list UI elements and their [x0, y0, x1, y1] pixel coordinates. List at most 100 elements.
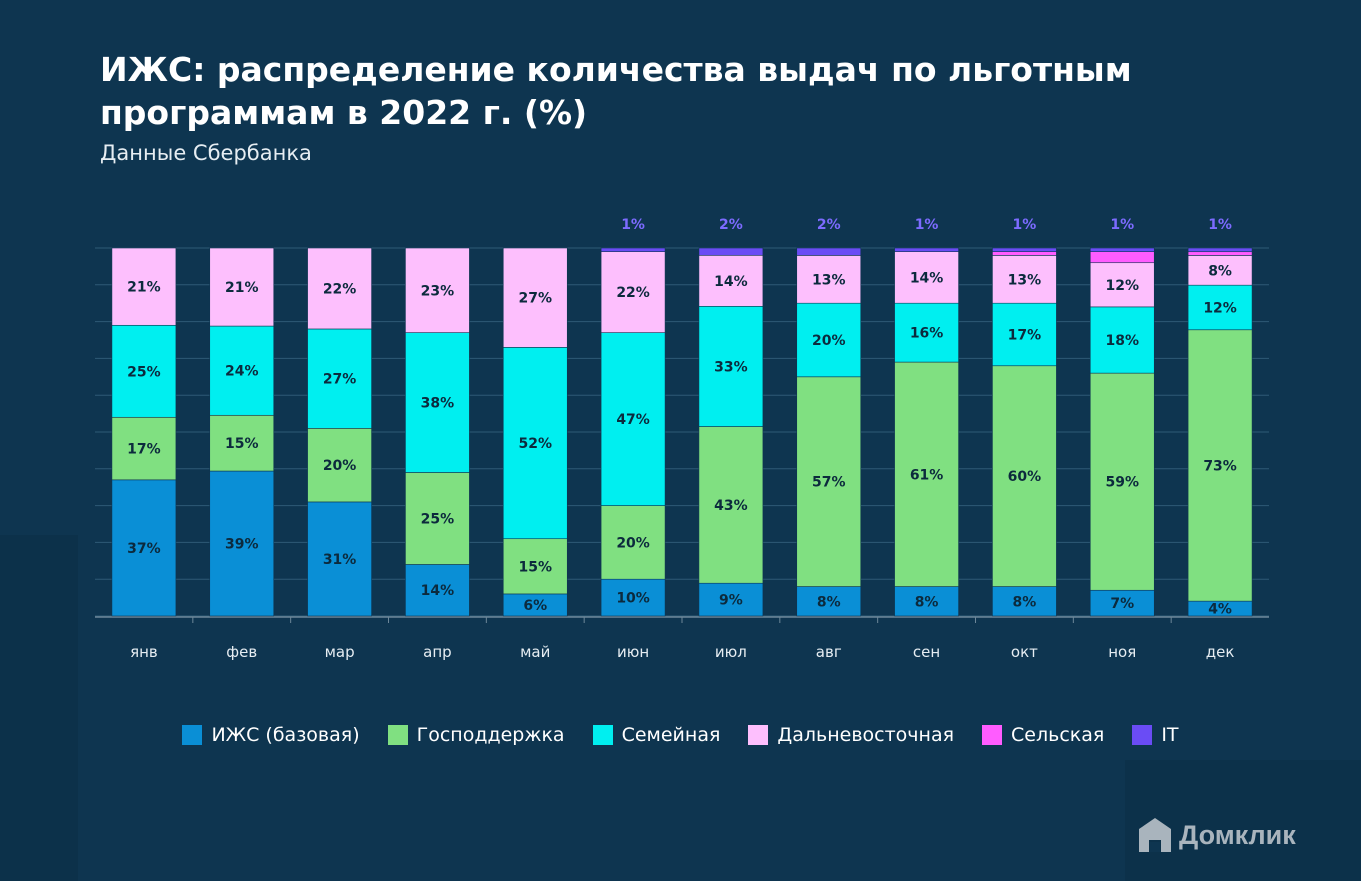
bar-segment-dv — [1187, 255, 1253, 286]
data-label: 15% — [225, 436, 259, 452]
bar-segment-sem — [307, 328, 372, 429]
data-label: 23% — [421, 283, 455, 299]
bar-segment-it — [600, 247, 666, 252]
top-label: 1% — [621, 217, 645, 233]
data-label: 25% — [127, 364, 161, 380]
data-label: 52% — [518, 436, 552, 452]
legend-item-it: IT — [1132, 724, 1179, 746]
data-label: 8% — [1013, 594, 1037, 610]
bar-segment-izhs — [1089, 589, 1155, 617]
x-tick-label: май — [520, 643, 550, 661]
data-label: 27% — [323, 372, 357, 388]
top-label: 1% — [1013, 217, 1037, 233]
bar-segment-izhs — [894, 586, 959, 617]
background-shape — [1125, 760, 1361, 881]
data-label: 14% — [714, 274, 748, 290]
bar-segment-gos — [307, 428, 372, 503]
legend-item-dv: Дальневосточная — [748, 724, 954, 746]
logo-text: Домклик — [1179, 819, 1296, 850]
data-label: 31% — [323, 552, 357, 568]
bar-segment-gos — [502, 538, 568, 595]
legend-swatch-sel — [982, 725, 1003, 745]
stacked-bar-chart: 37% 17% 25% 21% янв 39% 15% 24% 21% фев 31% 20% 27% 2… — [95, 217, 1269, 661]
data-label: 17% — [1008, 327, 1042, 343]
top-label: 1% — [1110, 217, 1134, 233]
bar-segment-dv — [894, 251, 959, 304]
x-tick-label: апр — [423, 643, 452, 661]
bar-segment-izhs — [405, 564, 470, 617]
legend-label: ИЖС (базовая) — [211, 724, 360, 746]
legend-label: Сельская — [1011, 724, 1105, 746]
bar-segment-sem — [209, 325, 275, 416]
data-label: 20% — [323, 458, 357, 474]
bar-segment-gos — [209, 414, 275, 472]
data-label: 14% — [421, 583, 455, 599]
bar-segment-izhs — [307, 501, 372, 617]
bar-segment-izhs — [111, 479, 177, 617]
data-label: 61% — [910, 467, 944, 483]
bar-segment-sem — [111, 324, 177, 418]
bar-segment-sem — [600, 332, 666, 506]
bar-segment-dv — [600, 251, 666, 333]
bar-segment-sem — [894, 302, 959, 363]
data-label: 20% — [812, 333, 846, 349]
data-label: 21% — [127, 280, 161, 296]
data-label: 10% — [616, 591, 650, 607]
bar-segment-gos — [698, 426, 764, 584]
data-label: 59% — [1105, 475, 1139, 491]
data-label: 9% — [719, 593, 743, 609]
legend-item-gos: Господдержка — [387, 724, 565, 746]
data-label: 27% — [518, 291, 552, 307]
x-tick-label: мар — [325, 643, 355, 661]
data-label: 21% — [225, 280, 259, 296]
bar-segment-izhs — [992, 586, 1057, 617]
bar-segment-izhs — [796, 586, 862, 617]
legend-label: Дальневосточная — [777, 724, 955, 746]
data-label: 22% — [616, 285, 650, 301]
bar-segment-gos — [796, 376, 862, 587]
bar-segment-dv — [405, 247, 470, 333]
x-tick-label: июн — [617, 643, 649, 661]
data-label: 7% — [1110, 596, 1134, 612]
bar-segment-sel — [992, 251, 1057, 256]
bar-segment-izhs — [600, 578, 666, 617]
data-label: 12% — [1105, 278, 1139, 294]
legend-item-izhs: ИЖС (базовая) — [182, 724, 360, 746]
data-label: 57% — [812, 475, 846, 491]
data-label: 20% — [616, 535, 650, 551]
legend-item-sel: Сельская — [982, 724, 1104, 746]
x-tick-label: фев — [226, 643, 257, 661]
bar-segment-dv — [796, 255, 862, 304]
bar-segment-sem — [992, 302, 1057, 367]
x-tick-label: июл — [715, 643, 747, 661]
bar-segment-dv — [209, 247, 275, 327]
bar-segment-dv — [502, 247, 568, 348]
bar-segment-dv — [1089, 262, 1155, 308]
legend-swatch-izhs — [182, 725, 203, 745]
data-label: 43% — [714, 498, 748, 514]
bar-segment-it — [1187, 247, 1253, 253]
chart-title: ИЖС: распределение количества выдач по л… — [100, 50, 1132, 132]
top-label: 2% — [719, 217, 743, 233]
background-shape — [0, 535, 78, 881]
data-label: 39% — [225, 537, 259, 553]
bar-segment-it — [894, 247, 959, 252]
bar-segment-gos — [1089, 372, 1155, 591]
data-label: 12% — [1203, 300, 1237, 316]
top-label: 1% — [1208, 217, 1232, 233]
bar-segment-sem — [796, 302, 862, 378]
data-label: 8% — [1208, 263, 1232, 279]
bar-segment-gos — [894, 361, 959, 587]
data-label: 4% — [1208, 602, 1232, 618]
top-label: 2% — [817, 217, 841, 233]
legend-label: Господдержка — [416, 724, 565, 746]
bar-segment-it — [698, 247, 764, 256]
bar-segment-it — [992, 247, 1057, 252]
data-label: 38% — [421, 396, 455, 412]
data-label: 24% — [225, 364, 259, 380]
legend-swatch-sem — [592, 725, 613, 745]
bar-segment-gos — [992, 365, 1057, 587]
x-tick-label: сен — [913, 643, 940, 661]
data-label: 13% — [1008, 272, 1042, 288]
bar-segment-gos — [1187, 329, 1253, 602]
